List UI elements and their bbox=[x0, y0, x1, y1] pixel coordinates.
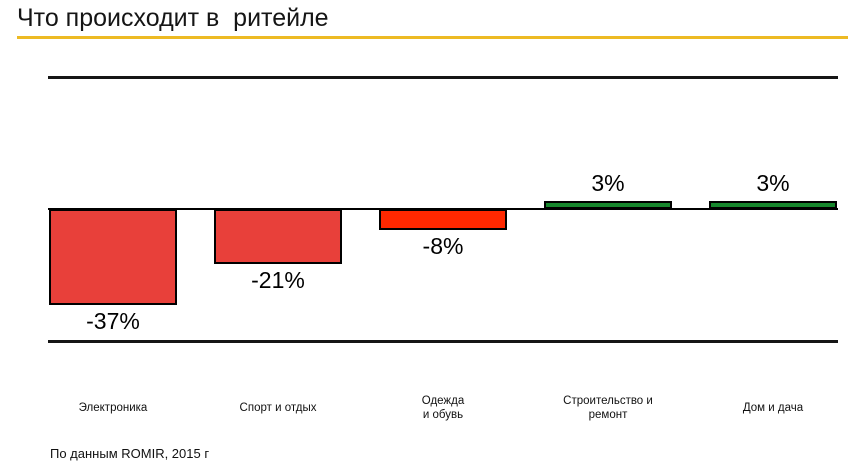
chart-bar bbox=[379, 209, 507, 230]
chart-bar bbox=[49, 209, 177, 306]
category-label: Дом и дача bbox=[742, 402, 804, 415]
bar-value-label: -8% bbox=[422, 232, 464, 259]
page-title: Что происходит в ритейле bbox=[17, 4, 329, 32]
bar-value-label: 3% bbox=[756, 170, 790, 197]
chart-bottom-rule bbox=[48, 340, 838, 343]
source-note: По данным ROMIR, 2015 г bbox=[50, 446, 210, 461]
category-label: Спорт и отдых bbox=[239, 402, 317, 415]
chart-bar bbox=[214, 209, 342, 264]
chart-top-rule bbox=[48, 76, 838, 79]
category-label: Электроника bbox=[78, 402, 148, 415]
bar-value-label: 3% bbox=[591, 170, 625, 197]
chart-bar bbox=[709, 201, 837, 209]
category-label: Строительство и ремонт bbox=[563, 395, 653, 421]
chart-bar bbox=[544, 201, 672, 209]
title-underline-rule bbox=[17, 36, 848, 39]
bar-value-label: -21% bbox=[251, 266, 305, 293]
category-label: Одежда и обувь bbox=[421, 395, 465, 421]
bar-value-label: -37% bbox=[86, 308, 140, 335]
